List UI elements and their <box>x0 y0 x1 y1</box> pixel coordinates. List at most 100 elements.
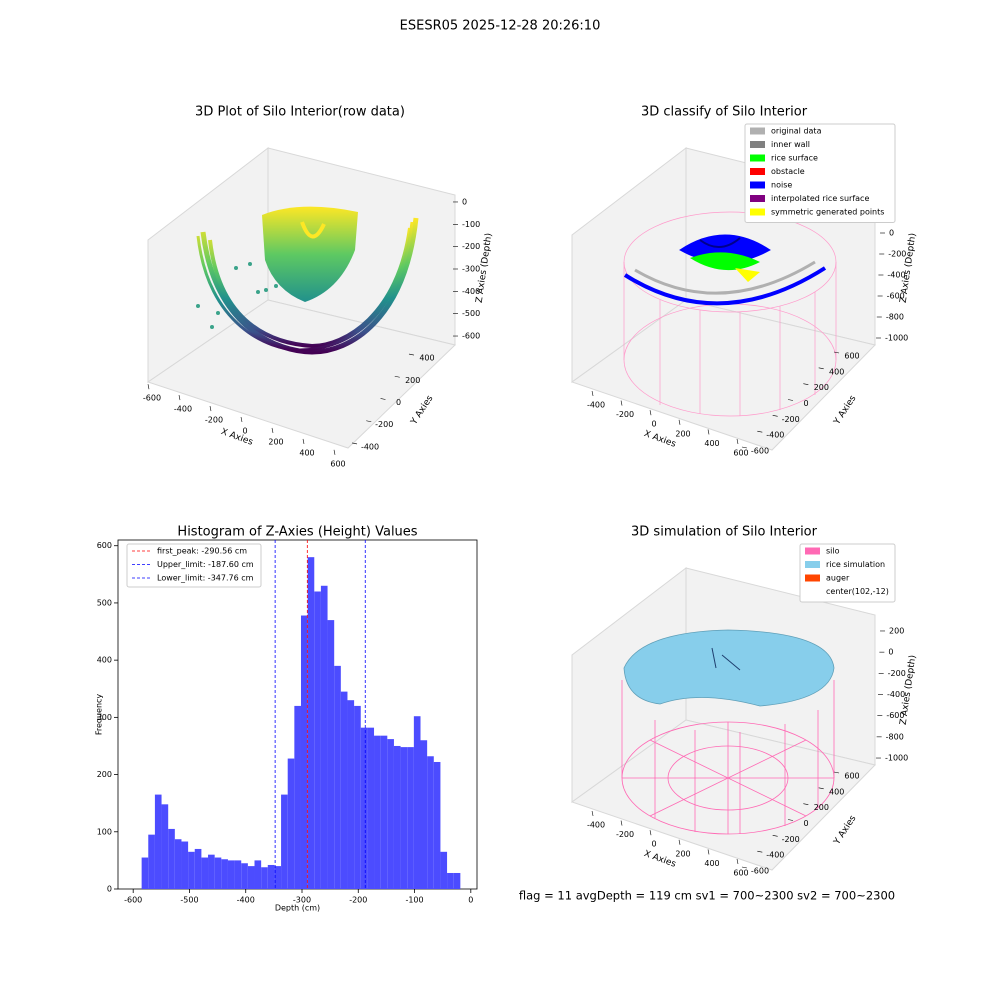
bar <box>168 828 175 889</box>
legend-swatch <box>805 574 820 582</box>
bar <box>254 860 262 889</box>
bar <box>340 691 348 889</box>
y-tick-label: 200 <box>814 803 829 812</box>
y-tick <box>757 430 763 433</box>
legend-label: noise <box>771 181 792 190</box>
z-tick-label: -800 <box>886 313 904 322</box>
x-tick-label: -200 <box>205 416 223 425</box>
y-tick-label: 200 <box>814 383 829 392</box>
y-tick-label: -200 <box>375 420 393 429</box>
bar <box>453 872 461 889</box>
bar <box>447 872 454 889</box>
z-tick-label: -400 <box>887 271 905 280</box>
bar <box>300 615 308 889</box>
legend-swatch <box>750 195 765 202</box>
x-tick <box>620 820 623 826</box>
z-tick-label: 0 <box>889 229 894 238</box>
x-tick-label: 400 <box>299 448 314 457</box>
y-tick-label: 400 <box>97 656 112 665</box>
y-tick <box>818 787 824 790</box>
bar <box>281 794 288 889</box>
y-tick-label: 0 <box>803 819 808 828</box>
legend-label: first_peak: -290.56 cm <box>157 547 247 556</box>
y-tick <box>757 850 763 853</box>
legend-label: obstacle <box>771 167 805 176</box>
y-tick <box>818 367 824 370</box>
y-tick-label: 600 <box>844 352 859 361</box>
bar <box>148 834 155 889</box>
y-tick <box>787 399 794 401</box>
bar <box>433 761 441 889</box>
panel-4-auger <box>711 647 741 671</box>
x-tick-label: -200 <box>349 896 367 905</box>
legend-label: Upper_limit: -187.60 cm <box>157 560 254 569</box>
y-tick-label: -200 <box>782 415 800 424</box>
axis-label: Y Axies <box>832 814 859 848</box>
legend-box <box>799 543 896 603</box>
z-tick-label: -600 <box>887 292 905 301</box>
y-tick-label: -400 <box>361 442 379 451</box>
panel-title: 3D simulation of Silo Interior <box>631 525 818 540</box>
panel-1-arc <box>300 221 326 239</box>
x-tick <box>707 849 710 855</box>
legend-swatch <box>805 547 820 555</box>
x-tick <box>591 390 594 397</box>
bar <box>320 585 328 889</box>
bar <box>400 747 408 889</box>
x-tick <box>147 384 150 390</box>
y-tick <box>741 446 748 449</box>
panel-1-surface <box>262 206 358 302</box>
x-tick-label: 200 <box>675 429 690 438</box>
bar <box>374 735 381 889</box>
y-tick-label: 0 <box>396 398 401 407</box>
legend-box <box>744 123 896 223</box>
x-tick <box>271 427 274 434</box>
x-tick <box>736 858 739 865</box>
legend-swatch <box>750 127 765 135</box>
x-tick-label: -500 <box>180 896 198 905</box>
bar <box>174 839 182 889</box>
z-tick-label: -1000 <box>885 754 908 763</box>
y-tick <box>380 398 386 400</box>
x-tick <box>240 416 243 423</box>
y-tick-label: -400 <box>766 851 784 860</box>
x-tick-label: -400 <box>174 405 192 414</box>
z-tick-label: -600 <box>462 332 480 341</box>
x-tick-label: 200 <box>268 437 283 446</box>
x-tick-label: -300 <box>293 896 311 905</box>
legend-swatch <box>750 168 765 175</box>
bar <box>181 841 189 889</box>
x-tick-label: -400 <box>587 821 605 830</box>
z-tick-label: -200 <box>888 250 906 259</box>
y-tick-label: 400 <box>829 787 844 796</box>
bar <box>314 591 321 889</box>
bar <box>407 747 414 889</box>
y-tick <box>803 803 809 805</box>
y-tick-label: 200 <box>405 376 420 385</box>
y-tick <box>366 420 372 423</box>
bar <box>247 866 255 889</box>
bar <box>420 740 428 889</box>
x-tick-label: -200 <box>616 410 634 419</box>
x-tick-label: -400 <box>587 401 605 410</box>
legend-label: auger <box>826 574 850 583</box>
bar <box>234 860 242 889</box>
y-tick-label: 400 <box>829 367 844 376</box>
y-tick <box>833 351 840 354</box>
bar <box>380 735 388 889</box>
z-tick-label: 200 <box>889 626 904 635</box>
y-tick <box>772 835 778 837</box>
bar <box>427 756 434 889</box>
z-tick-label: -600 <box>886 711 904 720</box>
bar <box>214 857 222 889</box>
legend-swatch <box>750 141 765 148</box>
y-tick-label: -400 <box>766 431 784 440</box>
z-tick-label: 0 <box>462 197 467 206</box>
z-tick-label: -500 <box>462 309 480 318</box>
x-tick <box>178 395 181 401</box>
panel-4-box <box>570 566 876 871</box>
y-tick <box>803 383 809 385</box>
panel-2-cylinder <box>623 211 837 417</box>
x-tick-label: 600 <box>733 449 748 458</box>
bar <box>387 739 394 889</box>
